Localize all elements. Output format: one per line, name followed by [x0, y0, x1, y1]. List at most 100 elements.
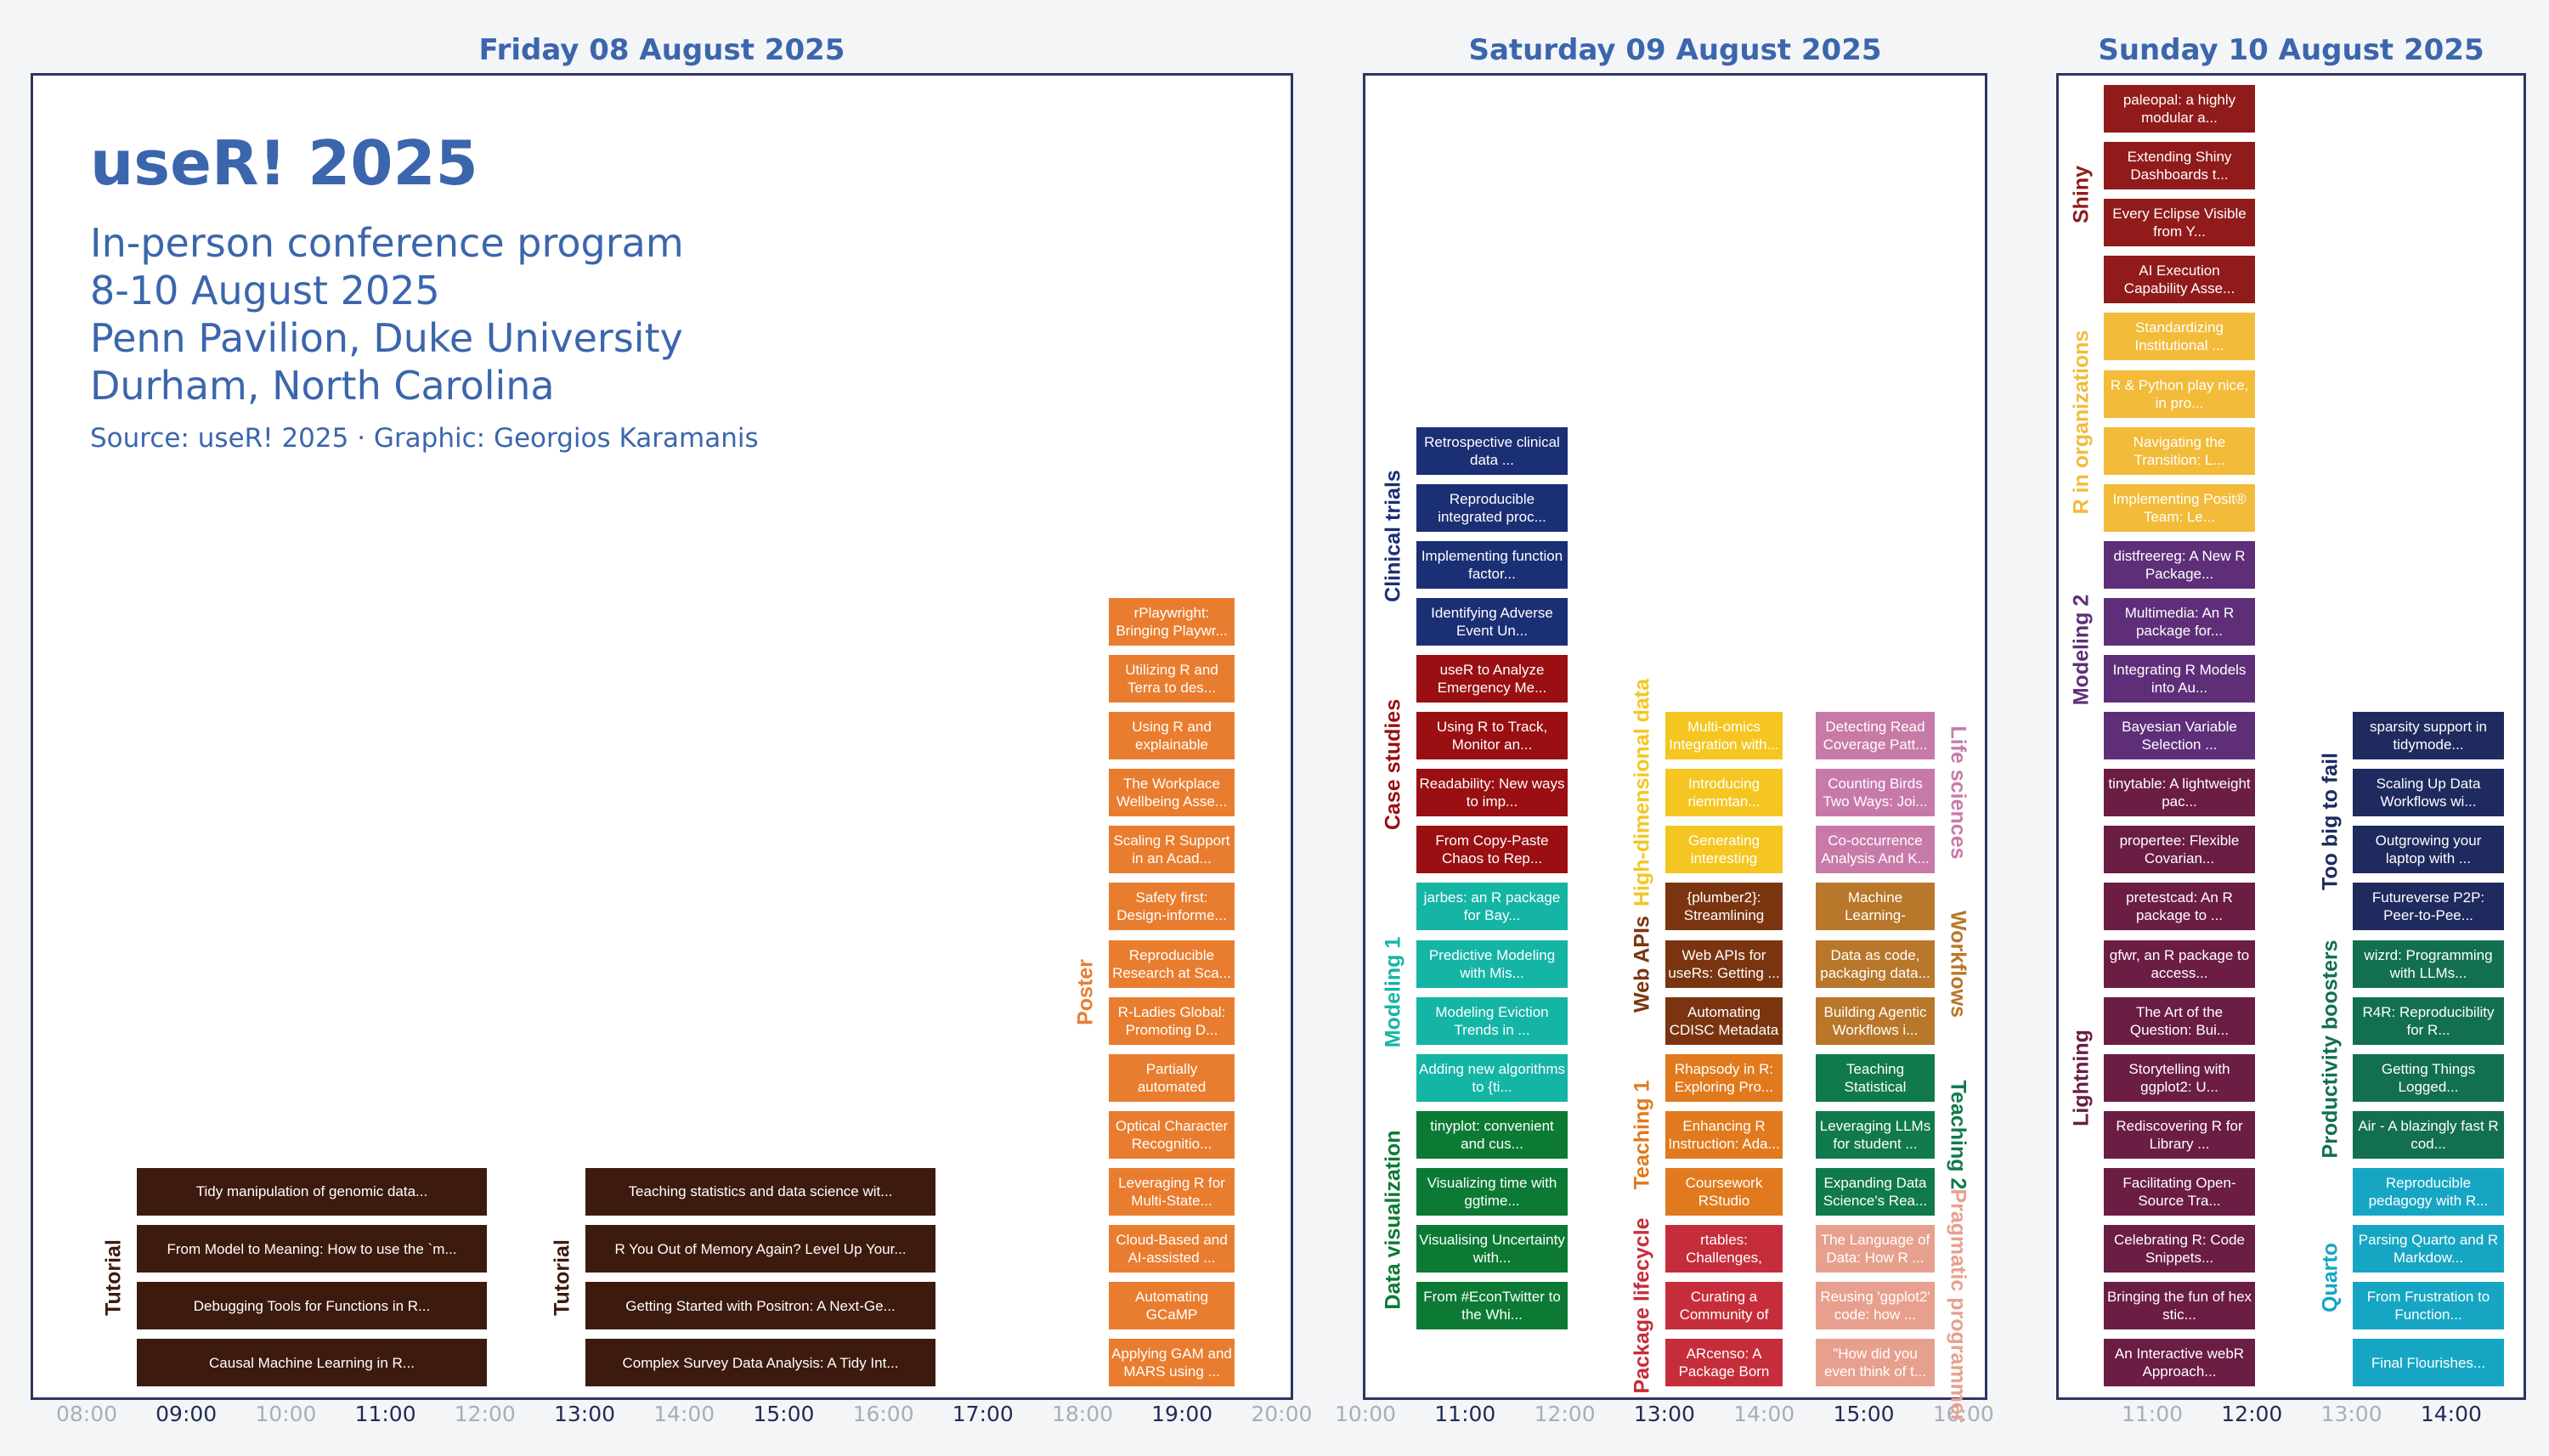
session-box[interactable]: "How did you even think of t... [1816, 1339, 1935, 1387]
session-box[interactable]: Using R and explainable mach... [1109, 712, 1235, 760]
session-box[interactable]: Optical Character Recognitio... [1109, 1110, 1235, 1159]
session-box[interactable]: Safety first: Design-informe... [1109, 883, 1235, 931]
session-box[interactable]: R You Out of Memory Again? Level Up Your… [585, 1225, 935, 1273]
session-box[interactable]: Identifying Adverse Event Un... [1416, 597, 1568, 646]
session-box[interactable]: rPlaywright: Bringing Playwr... [1109, 597, 1235, 646]
session-box[interactable]: tinytable: A lightweight pac... [2104, 769, 2255, 817]
session-box[interactable]: From Frustration to Function... [2353, 1282, 2504, 1330]
session-box[interactable]: Rhapsody in R: Exploring Pro... [1665, 1053, 1783, 1102]
session-box[interactable]: Air - A blazingly fast R cod... [2353, 1110, 2504, 1159]
session-box[interactable]: useR to Analyze Emergency Me... [1416, 655, 1568, 703]
session-box[interactable]: Getting Started with Positron: A Next-Ge… [585, 1282, 935, 1330]
session-box[interactable]: Utilizing R and Terra to des... [1109, 655, 1235, 703]
session-box[interactable]: Futureverse P2P: Peer-to-Pee... [2353, 883, 2504, 931]
session-title: Debugging Tools for Functions in R... [193, 1297, 431, 1314]
session-box[interactable]: sparsity support in tidymode... [2353, 712, 2504, 760]
session-box[interactable]: wizrd: Programming with LLMs... [2353, 940, 2504, 988]
session-box[interactable]: Reproducible Research at Sca... [1109, 940, 1235, 988]
session-box[interactable]: Applying GAM and MARS using ... [1109, 1339, 1235, 1387]
session-box[interactable]: From Copy-Paste Chaos to Rep... [1416, 826, 1568, 874]
session-box[interactable]: Machine Learning-Powered Met... [1816, 883, 1935, 931]
session-box[interactable]: Complex Survey Data Analysis: A Tidy Int… [585, 1339, 935, 1387]
session-box[interactable]: The Art of the Question: Bui... [2104, 996, 2255, 1045]
session-box[interactable]: Partially automated driving,... [1109, 1053, 1235, 1102]
session-box[interactable]: propertee: Flexible Covarian... [2104, 826, 2255, 874]
session-box[interactable]: Celebrating R: Code Snippets... [2104, 1225, 2255, 1273]
session-box[interactable]: tinyplot: convenient and cus... [1416, 1110, 1568, 1159]
session-box[interactable]: Leveraging LLMs for student ... [1816, 1110, 1935, 1159]
session-box[interactable]: jarbes: an R package for Bay... [1416, 883, 1568, 931]
session-box[interactable]: Retrospective clinical data ... [1416, 426, 1568, 475]
session-box[interactable]: Navigating the Transition: L... [2104, 426, 2255, 475]
session-box[interactable]: Bringing the fun of hex stic... [2104, 1282, 2255, 1330]
session-box[interactable]: An Interactive webR Approach... [2104, 1339, 2255, 1387]
session-box[interactable]: Implementing function factor... [1416, 540, 1568, 589]
session-box[interactable]: Web APIs for useRs: Getting ... [1665, 940, 1783, 988]
session-box[interactable]: Reusing 'ggplot2' code: how ... [1816, 1282, 1935, 1330]
session-box[interactable]: Leveraging R for Multi-State... [1109, 1167, 1235, 1216]
session-title: Parsing Quarto and R Markdow... [2358, 1232, 2499, 1266]
session-box[interactable]: Counting Birds Two Ways: Joi... [1816, 769, 1935, 817]
session-box[interactable]: Predictive Modeling with Mis... [1416, 940, 1568, 988]
session-box[interactable]: Standardizing Institutional ... [2104, 313, 2255, 361]
session-box[interactable]: Detecting Read Coverage Patt... [1816, 712, 1935, 760]
session-box[interactable]: Facilitating Open-Source Tra... [2104, 1167, 2255, 1216]
session-box[interactable]: Automating GCaMP Fluorescenc... [1109, 1282, 1235, 1330]
session-box[interactable]: Getting Things Logged... [2353, 1053, 2504, 1102]
session-box[interactable]: Enhancing R Instruction: Ada... [1665, 1110, 1783, 1159]
session-box[interactable]: Storytelling with ggplot2: U... [2104, 1053, 2255, 1102]
session-box[interactable]: Bayesian Variable Selection ... [2104, 712, 2255, 760]
session-box[interactable]: Tidy manipulation of genomic data... [137, 1167, 487, 1216]
session-box[interactable]: R4R: Reproducibility for R... [2353, 996, 2504, 1045]
session-box[interactable]: Debugging Tools for Functions in R... [137, 1282, 487, 1330]
session-box[interactable]: pretestcad: An R package to ... [2104, 883, 2255, 931]
session-box[interactable]: Integrating R Models into Au... [2104, 655, 2255, 703]
session-box[interactable]: {plumber2}: Streamlining Web... [1665, 883, 1783, 931]
session-box[interactable]: Introducing riemmtan... [1665, 769, 1783, 817]
session-title: Building Agentic Workflows i... [1823, 1003, 1927, 1038]
session-box[interactable]: paleopal: a highly modular a... [2104, 85, 2255, 133]
session-box[interactable]: Readability: New ways to imp... [1416, 769, 1568, 817]
session-box[interactable]: R-Ladies Global: Promoting D... [1109, 996, 1235, 1045]
session-box[interactable]: Coursework RStudio Infrastru... [1665, 1167, 1783, 1216]
session-box[interactable]: distfreereg: A New R Package... [2104, 540, 2255, 589]
session-box[interactable]: Building Agentic Workflows i... [1816, 996, 1935, 1045]
session-box[interactable]: Using R to Track, Monitor an... [1416, 712, 1568, 760]
session-box[interactable]: Rediscovering R for Library ... [2104, 1110, 2255, 1159]
session-box[interactable]: Cloud-Based and AI-assisted ... [1109, 1225, 1235, 1273]
session-box[interactable]: Every Eclipse Visible from Y... [2104, 199, 2255, 247]
session-box[interactable]: Co-occurrence Analysis And K... [1816, 826, 1935, 874]
session-box[interactable]: AI Execution Capability Asse... [2104, 256, 2255, 304]
session-box[interactable]: Adding new algorithms to {ti... [1416, 1053, 1568, 1102]
session-box[interactable]: Visualising Uncertainty with... [1416, 1225, 1568, 1273]
session-box[interactable]: Parsing Quarto and R Markdow... [2353, 1225, 2504, 1273]
session-box[interactable]: Reproducible pedagogy with R... [2353, 1167, 2504, 1216]
session-box[interactable]: From #EconTwitter to the Whi... [1416, 1282, 1568, 1330]
session-box[interactable]: ARcenso: A Package Born from... [1665, 1339, 1783, 1387]
session-box[interactable]: The Workplace Wellbeing Asse... [1109, 769, 1235, 817]
session-box[interactable]: Automating CDISC Metadata Re... [1665, 996, 1783, 1045]
session-box[interactable]: Scaling R Support in an Acad... [1109, 826, 1235, 874]
session-box[interactable]: From Model to Meaning: How to use the `m… [137, 1225, 487, 1273]
session-box[interactable]: Extending Shiny Dashboards t... [2104, 142, 2255, 190]
session-box[interactable]: rtables: Challenges, Advance... [1665, 1225, 1783, 1273]
session-box[interactable]: Modeling Eviction Trends in ... [1416, 996, 1568, 1045]
session-box[interactable]: Teaching Statistical Computi... [1816, 1053, 1935, 1102]
session-box[interactable]: Implementing Posit® Team: Le... [2104, 483, 2255, 532]
session-box[interactable]: The Language of Data: How R ... [1816, 1225, 1935, 1273]
session-box[interactable]: R & Python play nice, in pro... [2104, 370, 2255, 418]
session-box[interactable]: Visualizing time with ggtime... [1416, 1167, 1568, 1216]
session-box[interactable]: Curating a Community of Pack... [1665, 1282, 1783, 1330]
session-box[interactable]: Multi-omics Integration with... [1665, 712, 1783, 760]
session-box[interactable]: gfwr, an R package to access... [2104, 940, 2255, 988]
session-box[interactable]: Outgrowing your laptop with ... [2353, 826, 2504, 874]
session-box[interactable]: Generating interesting high-... [1665, 826, 1783, 874]
session-box[interactable]: Teaching statistics and data science wit… [585, 1167, 935, 1216]
session-box[interactable]: Reproducible integrated proc... [1416, 483, 1568, 532]
session-box[interactable]: Multimedia: An R package for... [2104, 597, 2255, 646]
session-box[interactable]: Scaling Up Data Workflows wi... [2353, 769, 2504, 817]
session-box[interactable]: Expanding Data Science's Rea... [1816, 1167, 1935, 1216]
session-box[interactable]: Data as code, packaging data... [1816, 940, 1935, 988]
session-box[interactable]: Final Flourishes... [2353, 1339, 2504, 1387]
session-box[interactable]: Causal Machine Learning in R... [137, 1339, 487, 1387]
